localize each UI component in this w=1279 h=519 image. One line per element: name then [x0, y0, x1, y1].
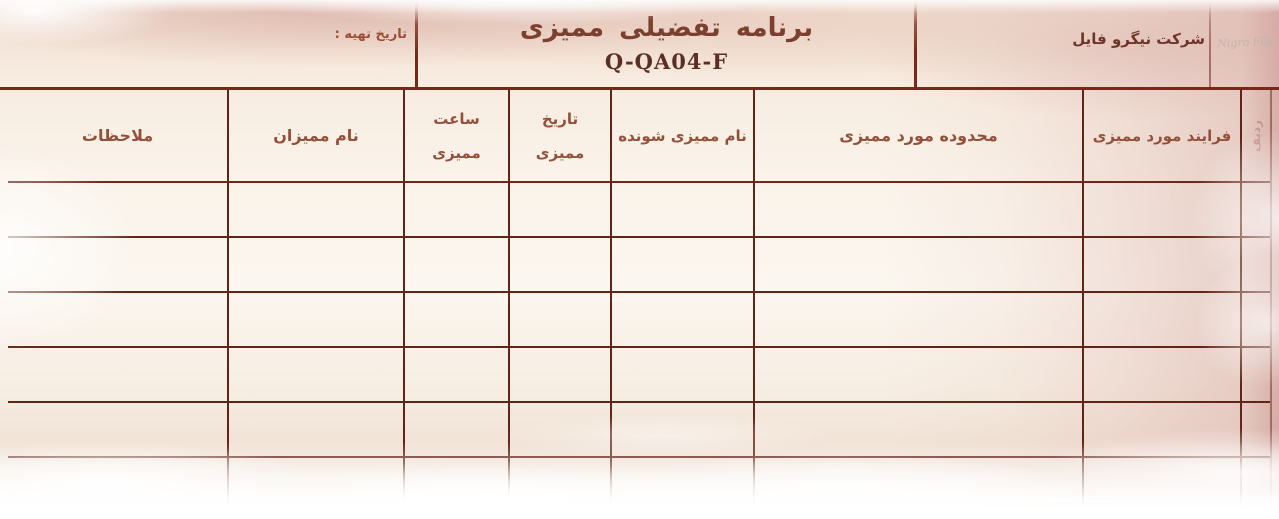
table-cell — [753, 238, 1082, 293]
column-header-audit-time: ساعت ممیزی — [403, 90, 508, 183]
table-cell — [1240, 348, 1270, 403]
form-header: شرکت نیگرو فایل برنامه تفضیلی ممیزی Q-QA… — [0, 0, 1279, 90]
table-cell — [8, 183, 227, 238]
table-cell — [227, 293, 403, 348]
table-cell — [1240, 293, 1270, 348]
table-cell — [227, 458, 403, 505]
preparation-date-label: تاریخ تهیه : — [334, 27, 407, 42]
table-cell — [8, 458, 227, 505]
table-cell — [1240, 238, 1270, 293]
table-cell — [753, 183, 1082, 238]
table-cell — [1082, 458, 1240, 505]
column-header-label: ساعت — [433, 109, 480, 128]
column-header-label: ممیزی — [432, 143, 481, 162]
table-cell — [508, 348, 610, 403]
table-cell — [753, 348, 1082, 403]
column-header-label: نام ممیزی شونده — [618, 126, 747, 145]
table-row — [8, 183, 1270, 238]
table-cell — [1240, 458, 1270, 505]
column-header-process: فرایند مورد ممیزی — [1082, 90, 1240, 183]
title-block: برنامه تفضیلی ممیزی Q-QA04-F — [417, 0, 916, 87]
company-name: شرکت نیگرو فایل — [1072, 30, 1205, 48]
watermark-divider-line — [1209, 0, 1211, 87]
table-cell — [610, 458, 753, 505]
table-cell — [403, 403, 508, 458]
table-cell — [1240, 403, 1270, 458]
table-cell — [8, 348, 227, 403]
table-cell — [1240, 183, 1270, 238]
table-cell — [508, 458, 610, 505]
brand-watermark: Nigro File — [1217, 34, 1275, 50]
table-body — [8, 183, 1270, 505]
table-cell — [610, 348, 753, 403]
table-row — [8, 238, 1270, 293]
table-cell — [610, 238, 753, 293]
audit-table: ردیف فرایند مورد ممیزی محدوده مورد ممیزی… — [8, 90, 1272, 505]
table-cell — [403, 183, 508, 238]
column-header-label: ممیزی — [535, 143, 585, 162]
table-cell — [1082, 348, 1240, 403]
table-row — [8, 293, 1270, 348]
table-cell — [8, 403, 227, 458]
column-header-scope: محدوده مورد ممیزی — [753, 90, 1082, 183]
column-header-label: تاریخ — [541, 109, 579, 128]
form-title: برنامه تفضیلی ممیزی — [519, 13, 814, 43]
column-header-auditee: نام ممیزی شونده — [610, 90, 753, 183]
row-number-label: ردیف — [1249, 119, 1263, 152]
column-header-label: نام ممیزان — [273, 126, 359, 145]
column-header-label: فرایند مورد ممیزی — [1092, 126, 1232, 145]
column-header-auditors: نام ممیزان — [227, 90, 403, 183]
column-header-label: ملاحظات — [81, 126, 154, 145]
table-cell — [403, 238, 508, 293]
table-cell — [508, 183, 610, 238]
table-cell — [1082, 293, 1240, 348]
column-header-audit-date: تاریخ ممیزی — [508, 90, 610, 183]
table-header-row: ردیف فرایند مورد ممیزی محدوده مورد ممیزی… — [8, 90, 1270, 183]
table-row — [8, 458, 1270, 505]
table-cell — [1082, 238, 1240, 293]
table-cell — [1082, 403, 1240, 458]
column-header-row-number: ردیف — [1240, 90, 1270, 183]
table-cell — [403, 348, 508, 403]
table-cell — [610, 183, 753, 238]
table-cell — [508, 403, 610, 458]
table-cell — [753, 403, 1082, 458]
table-cell — [227, 183, 403, 238]
table-cell — [227, 348, 403, 403]
table-cell — [227, 403, 403, 458]
table-cell — [1082, 183, 1240, 238]
table-cell — [753, 458, 1082, 505]
table-cell — [610, 293, 753, 348]
table-cell — [753, 293, 1082, 348]
table-cell — [508, 293, 610, 348]
table-cell — [227, 238, 403, 293]
table-row — [8, 403, 1270, 458]
column-header-remarks: ملاحظات — [8, 90, 227, 183]
table-cell — [403, 458, 508, 505]
table-row — [8, 348, 1270, 403]
table-cell — [8, 238, 227, 293]
form-code: Q-QA04-F — [604, 49, 729, 74]
table-cell — [8, 293, 227, 348]
table-cell — [403, 293, 508, 348]
table-cell — [610, 403, 753, 458]
table-cell — [508, 238, 610, 293]
column-header-label: محدوده مورد ممیزی — [839, 126, 998, 145]
